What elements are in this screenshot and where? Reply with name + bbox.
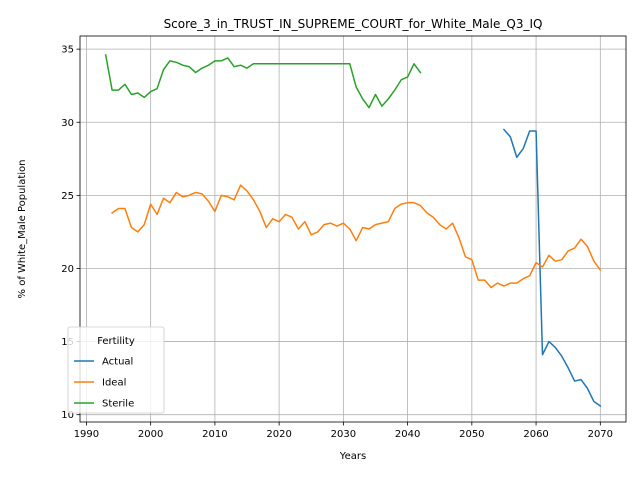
x-tick-label: 2030	[331, 429, 356, 440]
legend: Fertility Actual Ideal Sterile	[67, 326, 165, 414]
y-tick-label: 10	[61, 410, 74, 421]
y-tick-label: 30	[61, 118, 74, 129]
y-tick-label: 25	[61, 191, 74, 202]
legend-title: Fertility	[97, 336, 135, 347]
x-tick-label: 1990	[74, 429, 99, 440]
grid	[80, 36, 626, 422]
axes-frame	[79, 35, 627, 423]
series-line-sterile	[104, 54, 422, 109]
x-tick-label: 2000	[138, 429, 163, 440]
x-tick-label: 2050	[459, 429, 484, 440]
x-tick-label: 2070	[588, 429, 613, 440]
chart-title: Score_3_in_TRUST_IN_SUPREME_COURT_for_Wh…	[164, 17, 543, 31]
legend-box	[67, 326, 165, 414]
legend-label-sterile: Sterile	[102, 399, 134, 410]
series-lines	[104, 54, 602, 407]
series-line-actual	[502, 128, 602, 407]
legend-label-actual: Actual	[102, 357, 133, 368]
x-tick-label: 2020	[266, 429, 291, 440]
x-axis-label: Years	[339, 451, 366, 462]
x-tick-label: 2040	[395, 429, 420, 440]
x-tick-label: 2060	[523, 429, 548, 440]
y-tick-label: 20	[61, 264, 74, 275]
x-tick-label: 2010	[202, 429, 227, 440]
series-line-ideal	[111, 184, 602, 289]
legend-label-ideal: Ideal	[102, 378, 126, 389]
y-tick-label: 35	[61, 45, 74, 56]
y-axis-label: % of White_Male Population	[17, 160, 28, 299]
ticks: 1990200020102020203020402050206020701015…	[61, 45, 613, 440]
